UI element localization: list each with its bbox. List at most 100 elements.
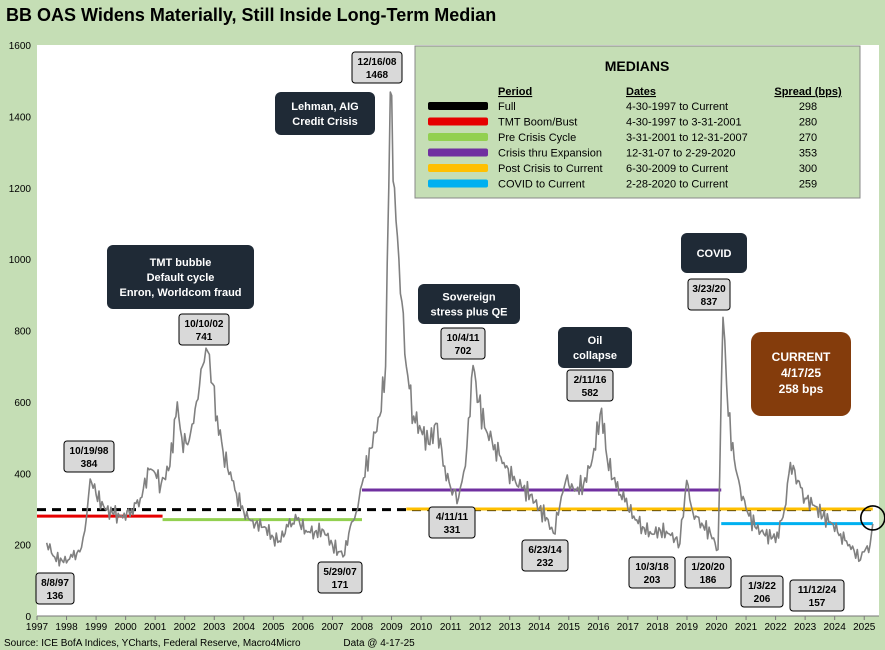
medians-swatch xyxy=(428,117,488,126)
point-callout-box xyxy=(428,506,476,539)
point-callout-box xyxy=(566,369,614,402)
x-tick-label: 2010 xyxy=(410,622,433,633)
y-tick-label: 0 xyxy=(25,612,31,623)
medians-col-dates: Dates xyxy=(626,86,656,98)
event-annotation-text: Oil xyxy=(588,335,603,347)
medians-dates: 2-28-2020 to Current xyxy=(626,179,728,191)
event-annotation-box xyxy=(681,233,747,273)
medians-dates: 4-30-1997 to Current xyxy=(626,101,728,113)
point-callout-date: 5/29/07 xyxy=(323,567,357,578)
medians-period: Pre Crisis Cycle xyxy=(498,132,576,144)
point-callout-value: 331 xyxy=(444,525,461,536)
x-tick-label: 2007 xyxy=(321,622,344,633)
event-annotation-text: Credit Crisis xyxy=(292,116,357,128)
y-tick-label: 400 xyxy=(14,469,31,480)
medians-heading: MEDIANS xyxy=(605,58,670,74)
data-date: Data @ 4-17-25 xyxy=(343,638,415,649)
point-callout-date: 1/20/20 xyxy=(691,562,725,573)
point-callout-value: 171 xyxy=(332,580,349,591)
x-tick-label: 2003 xyxy=(203,622,226,633)
x-tick-label: 2016 xyxy=(587,622,610,633)
point-callout-box xyxy=(35,572,75,605)
point-callout-value: 232 xyxy=(537,558,554,569)
x-tick-label: 2006 xyxy=(292,622,315,633)
medians-spread: 300 xyxy=(799,163,817,175)
y-tick-label: 1200 xyxy=(9,184,32,195)
x-tick-label: 2011 xyxy=(440,622,462,633)
point-callout-value: 157 xyxy=(809,598,826,609)
x-tick-label: 2019 xyxy=(676,622,699,633)
point-callout-box xyxy=(628,556,676,589)
x-tick-label: 2021 xyxy=(735,622,758,633)
medians-dates: 12-31-07 to 2-29-2020 xyxy=(626,148,735,160)
point-callout-value: 702 xyxy=(455,346,472,357)
point-callout-box xyxy=(178,313,230,346)
x-tick-label: 1997 xyxy=(26,622,49,633)
point-callout-date: 10/10/02 xyxy=(185,319,224,330)
medians-spread: 280 xyxy=(799,117,817,129)
point-callout-date: 12/16/08 xyxy=(358,57,397,68)
point-callout-date: 10/4/11 xyxy=(447,333,480,344)
medians-spread: 270 xyxy=(799,132,817,144)
chart-title: BB OAS Widens Materially, Still Inside L… xyxy=(6,5,497,25)
footer: Source: ICE BofA Indices, YCharts, Feder… xyxy=(4,638,455,649)
event-annotation-text: collapse xyxy=(573,350,617,362)
event-annotation-text: Enron, Worldcom fraud xyxy=(119,287,241,299)
medians-spread: 259 xyxy=(799,179,817,191)
medians-period: Post Crisis to Current xyxy=(498,163,603,175)
point-callout-date: 1/3/22 xyxy=(748,581,776,592)
point-callout-date: 10/19/98 xyxy=(70,446,109,457)
medians-swatch xyxy=(428,148,488,157)
x-tick-label: 2002 xyxy=(174,622,197,633)
x-tick-label: 1998 xyxy=(55,622,78,633)
y-tick-label: 1400 xyxy=(9,112,32,123)
x-tick-label: 2012 xyxy=(469,622,492,633)
event-annotation-box xyxy=(418,284,520,324)
medians-spread: 298 xyxy=(799,101,817,113)
x-tick-label: 2020 xyxy=(705,622,728,633)
medians-dates: 3-31-2001 to 12-31-2007 xyxy=(626,132,748,144)
x-tick-label: 2018 xyxy=(646,622,669,633)
medians-dates: 4-30-1997 to 3-31-2001 xyxy=(626,117,742,129)
medians-col-spread: Spread (bps) xyxy=(774,86,842,98)
medians-period: TMT Boom/Bust xyxy=(498,117,577,129)
medians-swatch xyxy=(428,164,488,172)
point-callout-value: 837 xyxy=(701,297,718,308)
point-callout-box xyxy=(740,575,784,608)
source-note: Source: ICE BofA Indices, YCharts, Feder… xyxy=(4,638,301,649)
x-tick-label: 2022 xyxy=(764,622,787,633)
x-tick-label: 2014 xyxy=(528,622,551,633)
x-tick-label: 2024 xyxy=(824,622,847,633)
current-box-text: CURRENT xyxy=(772,350,831,364)
point-callout-date: 4/11/11 xyxy=(436,512,469,523)
medians-period: Crisis thru Expansion xyxy=(498,148,602,160)
medians-swatch xyxy=(428,102,488,110)
event-annotation-text: Lehman, AIG xyxy=(291,101,358,113)
point-callout-box xyxy=(687,278,731,311)
event-annotation-box xyxy=(558,327,632,368)
x-tick-label: 2004 xyxy=(233,622,256,633)
x-tick-label: 2000 xyxy=(115,622,138,633)
medians-dates: 6-30-2009 to Current xyxy=(626,163,728,175)
x-tick-label: 2023 xyxy=(794,622,817,633)
point-callout-box xyxy=(317,561,363,594)
medians-period: Full xyxy=(498,101,516,113)
point-callout-box xyxy=(684,556,732,589)
y-tick-label: 1600 xyxy=(9,41,32,52)
medians-spread: 353 xyxy=(799,148,817,160)
x-tick-label: 2025 xyxy=(853,622,876,633)
point-callout-date: 6/23/14 xyxy=(528,545,562,556)
x-tick-label: 2015 xyxy=(558,622,581,633)
current-box-text: 258 bps xyxy=(779,382,824,396)
medians-period: COVID to Current xyxy=(498,179,585,191)
event-annotation-box xyxy=(107,245,254,309)
event-annotation-text: Default cycle xyxy=(147,272,215,284)
event-annotation-text: COVID xyxy=(697,248,732,260)
event-annotation-box xyxy=(275,92,375,135)
point-callout-date: 8/8/97 xyxy=(41,578,69,589)
current-box-text: 4/17/25 xyxy=(781,366,821,380)
event-annotation-text: stress plus QE xyxy=(430,307,507,319)
bb-oas-series-line xyxy=(45,91,874,567)
point-callout-value: 1468 xyxy=(366,70,389,81)
